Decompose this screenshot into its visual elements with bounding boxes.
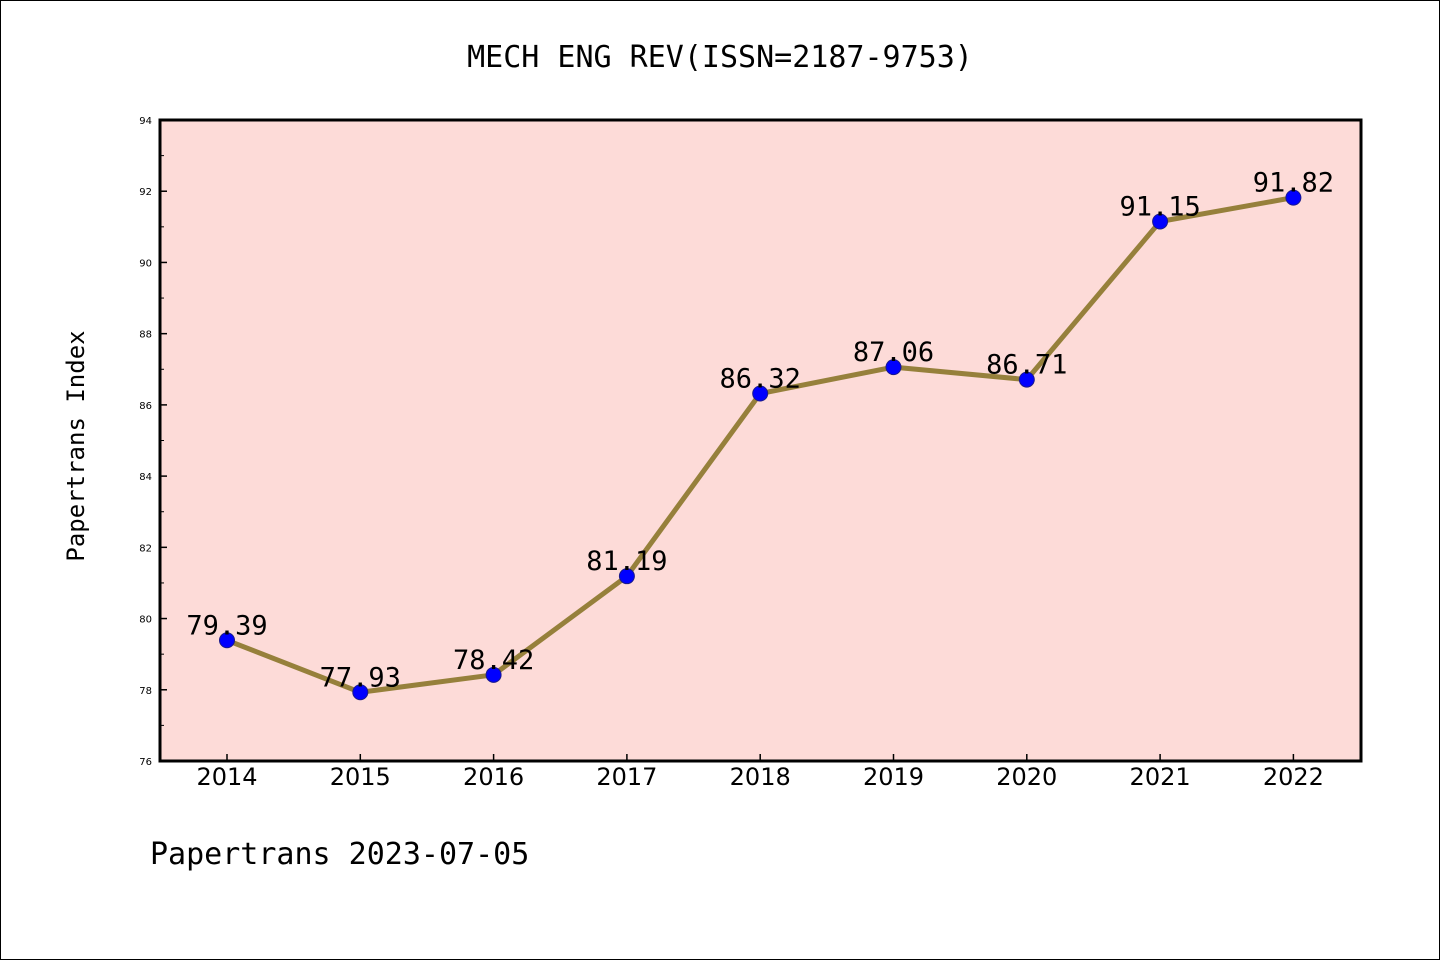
data-point (1152, 213, 1169, 230)
labels-layer: 79.39 77.93 78.42 81.19 86.32 87.06 86.71 91.15… (186, 168, 1334, 694)
x-tick-label: 2017 (596, 763, 657, 791)
x-tick-label: 2018 (730, 763, 791, 791)
data-point (352, 684, 369, 701)
ticks-layer: 76 78 80 82 84 86 88 90 92 94 2014 2015 2016 2017 2018… (139, 116, 1324, 791)
x-tick-label: 2020 (996, 763, 1057, 791)
data-label: 86.32 (720, 363, 801, 394)
x-tick-label: 2021 (1130, 763, 1191, 791)
y-tick-label: 90 (139, 258, 152, 269)
chart-title: MECH ENG REV(ISSN=2187-9753) (467, 40, 973, 75)
markers-layer (219, 189, 1302, 701)
data-label: 91.15 (1119, 191, 1200, 222)
data-point (1018, 371, 1035, 388)
y-tick-label: 80 (139, 615, 152, 626)
plot-border (158, 118, 1363, 763)
y-tick-label: 78 (139, 686, 152, 697)
x-tick-label: 2022 (1263, 763, 1324, 791)
footer-text: Papertrans 2023-07-05 (150, 837, 529, 872)
x-tick-label: 2014 (196, 763, 257, 791)
data-point (752, 385, 769, 402)
data-point (618, 568, 635, 585)
x-tick-label: 2016 (463, 763, 524, 791)
data-label: 91.82 (1253, 168, 1334, 199)
data-point (485, 666, 502, 683)
data-label: 87.06 (853, 337, 934, 368)
data-point (219, 632, 235, 649)
data-label: 77.93 (320, 662, 401, 693)
y-axis-title-group: Papertrans Index (62, 330, 90, 561)
data-label: 78.42 (453, 645, 534, 676)
x-tick-label: 2019 (863, 763, 924, 791)
data-label: 81.19 (586, 546, 667, 577)
y-tick-label: 86 (139, 401, 152, 412)
y-tick-label: 84 (139, 472, 152, 483)
y-tick-label: 82 (139, 543, 152, 554)
x-tick-label: 2015 (330, 763, 391, 791)
data-point (885, 359, 902, 376)
data-label: 86.71 (986, 350, 1067, 381)
y-tick-label: 88 (139, 330, 152, 341)
y-tick-label: 94 (139, 116, 152, 127)
y-axis-title: Papertrans Index (62, 330, 90, 561)
data-label: 79.39 (186, 610, 267, 641)
y-tick-label: 76 (139, 757, 152, 768)
data-point (1285, 189, 1302, 206)
y-tick-label: 92 (139, 187, 152, 198)
